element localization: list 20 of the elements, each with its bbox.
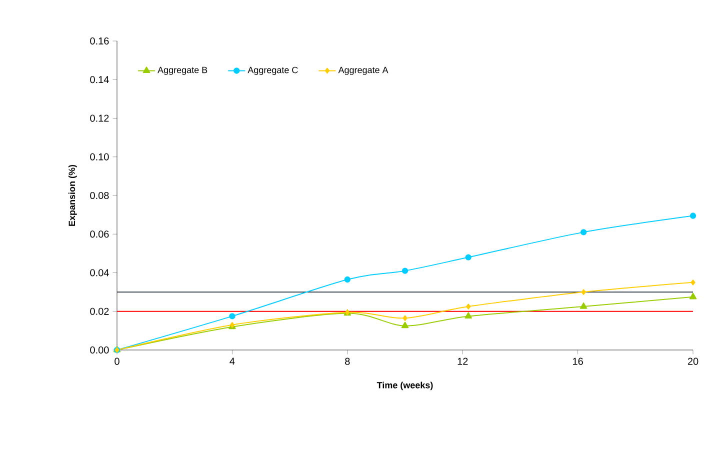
y-tick-label: 0.16 — [90, 37, 109, 45]
x-tick-label: 16 — [573, 358, 583, 365]
x-tick-label: 20 — [688, 358, 698, 365]
x-axis-title: Time (weeks) — [376, 382, 433, 390]
legend-label: Aggregate B — [158, 66, 208, 75]
legend-label: Aggregate C — [248, 66, 298, 75]
y-tick-label: 0.00 — [90, 346, 109, 354]
y-tick-label: 0.12 — [90, 114, 109, 122]
y-tick-label: 0.04 — [90, 269, 109, 276]
x-tick-label: 12 — [458, 358, 468, 365]
y-tick-label: 0.02 — [90, 308, 109, 315]
legend-label: Aggregate A — [338, 66, 388, 75]
y-tick-label: 0.08 — [90, 192, 109, 200]
x-tick-label: 4 — [230, 358, 235, 365]
y-tick-label: 0.06 — [90, 230, 109, 238]
x-tick-label: 8 — [345, 358, 350, 365]
y-tick-label: 0.14 — [90, 76, 109, 84]
y-axis-title: Expansion (%) — [68, 164, 77, 226]
x-tick-label: 0 — [114, 358, 120, 365]
y-tick-label: 0.10 — [90, 153, 109, 160]
